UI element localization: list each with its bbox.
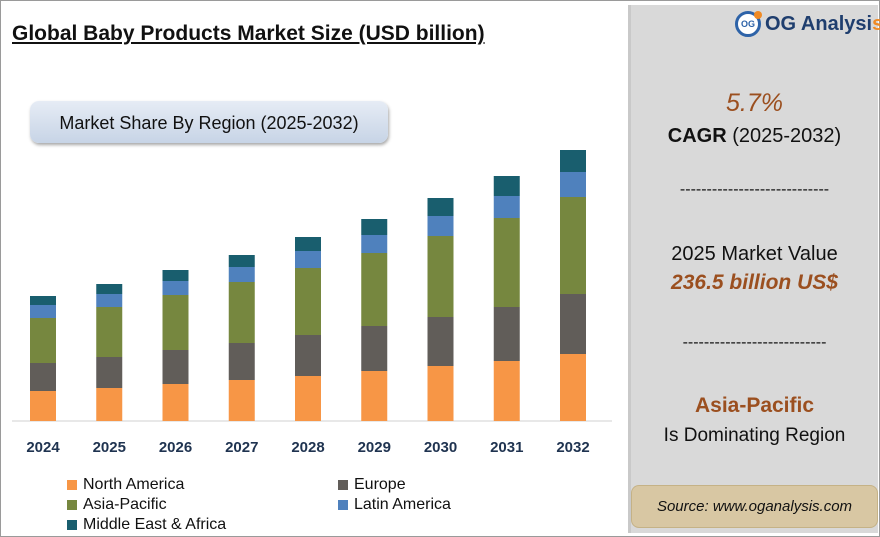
x-tick-label-2028: 2028 xyxy=(291,439,324,456)
bar-latin-america-2028 xyxy=(295,251,321,268)
legend-swatch-asia-pacific xyxy=(67,500,77,510)
legend-label-europe: Europe xyxy=(354,476,406,493)
bar-north-america-2027 xyxy=(228,380,255,421)
legend-swatch-latin-america xyxy=(338,500,348,510)
x-tick-label-2024: 2024 xyxy=(26,439,60,456)
bar-north-america-2025 xyxy=(96,388,123,421)
bar-north-america-2030 xyxy=(427,366,454,421)
x-tick-label-2026: 2026 xyxy=(159,439,192,456)
og-logo-icon: OG xyxy=(735,11,762,37)
x-tick-label-2029: 2029 xyxy=(358,439,391,456)
legend-item-middle-east-africa: Middle East & Africa xyxy=(67,516,226,534)
bar-europe-2024 xyxy=(30,363,56,391)
legend-item-asia-pacific: Asia-Pacific xyxy=(67,496,167,514)
x-tick-label-2025: 2025 xyxy=(93,439,126,456)
logo-mark: OG xyxy=(740,19,755,29)
bar-middle-east-africa-2029 xyxy=(361,219,388,235)
bar-north-america-2024 xyxy=(30,391,56,421)
bar-asia-pacific-2026 xyxy=(162,295,189,350)
bar-north-america-2031 xyxy=(493,361,520,421)
bar-latin-america-2031 xyxy=(493,196,520,218)
logo-text: OG Analysis xyxy=(765,13,880,36)
divider-1: ---------------------------- xyxy=(679,181,830,198)
cagr-period: (2025-2032) xyxy=(732,125,842,147)
market-value-label: 2025 Market Value xyxy=(671,243,838,265)
market-value: 236.5 billion US$ xyxy=(671,271,838,294)
bar-north-america-2032 xyxy=(560,354,586,421)
logo-dot-icon xyxy=(754,11,762,19)
bar-middle-east-africa-2024 xyxy=(30,296,56,305)
legend-swatch-middle-east-africa xyxy=(67,520,77,530)
legend-label-middle-east-africa: Middle East & Africa xyxy=(83,516,227,533)
divider-2: --------------------------- xyxy=(682,334,827,351)
summary-panel: OG OG Analysis 5.7% CAGR (2025-2032) ---… xyxy=(628,5,880,533)
logo-name-accent: s xyxy=(872,12,880,35)
bar-asia-pacific-2032 xyxy=(560,197,586,294)
chart-title: Global Baby Products Market Size (USD bi… xyxy=(12,22,485,45)
bar-asia-pacific-2031 xyxy=(493,218,520,307)
legend-item-north-america: North America xyxy=(67,476,184,494)
x-tick-label-2032: 2032 xyxy=(556,439,589,456)
bar-europe-2031 xyxy=(493,307,520,361)
bar-latin-america-2027 xyxy=(228,267,255,282)
bar-middle-east-africa-2030 xyxy=(427,198,454,216)
legend-label-asia-pacific: Asia-Pacific xyxy=(83,496,167,513)
bar-latin-america-2026 xyxy=(162,281,189,295)
bar-asia-pacific-2024 xyxy=(30,318,56,363)
bar-latin-america-2032 xyxy=(560,172,586,197)
legend-label-latin-america: Latin America xyxy=(354,496,451,513)
legend-item-europe: Europe xyxy=(338,476,406,494)
bar-europe-2032 xyxy=(560,294,586,354)
stacked-bar-chart: 2024 2025 2026 2027 2028 2029 2030 2031 2032 xyxy=(12,150,612,456)
bar-europe-2029 xyxy=(361,326,388,371)
bar-middle-east-africa-2025 xyxy=(96,284,123,294)
bar-europe-2027 xyxy=(228,343,255,380)
x-tick-label-2031: 2031 xyxy=(490,439,523,456)
bar-latin-america-2025 xyxy=(96,294,123,307)
bar-europe-2030 xyxy=(427,317,454,366)
logo-name-main: OG Analysi xyxy=(765,12,873,35)
dominating-region-label: Is Dominating Region xyxy=(663,425,846,446)
legend-swatch-europe xyxy=(338,480,348,490)
bar-europe-2025 xyxy=(96,357,123,388)
og-analysis-logo: OG OG Analysis xyxy=(735,11,880,37)
bar-middle-east-africa-2027 xyxy=(228,255,255,267)
bar-north-america-2028 xyxy=(295,376,321,421)
bar-asia-pacific-2030 xyxy=(427,236,454,317)
x-tick-label-2030: 2030 xyxy=(424,439,457,456)
bar-latin-america-2029 xyxy=(361,235,388,253)
cagr-label: CAGR xyxy=(667,125,727,147)
cagr-value: 5.7% xyxy=(726,89,783,117)
subtitle-box: Market Share By Region (2025-2032) xyxy=(30,101,388,143)
bar-asia-pacific-2028 xyxy=(295,268,321,335)
bar-middle-east-africa-2032 xyxy=(560,150,586,172)
bar-asia-pacific-2025 xyxy=(96,307,123,357)
chart-subtitle: Market Share By Region (2025-2032) xyxy=(59,113,359,133)
bar-latin-america-2030 xyxy=(427,216,454,236)
bar-europe-2026 xyxy=(162,350,189,384)
bar-middle-east-africa-2028 xyxy=(295,237,321,251)
legend-item-latin-america: Latin America xyxy=(338,496,451,514)
bar-north-america-2026 xyxy=(162,384,189,421)
bar-latin-america-2024 xyxy=(30,305,56,318)
source-box: Source: www.oganalysis.com xyxy=(631,485,878,528)
legend-swatch-north-america xyxy=(67,480,77,490)
dominating-region: Asia-Pacific xyxy=(694,394,815,417)
bar-middle-east-africa-2031 xyxy=(493,176,520,196)
bar-europe-2028 xyxy=(295,335,321,376)
legend-label-north-america: North America xyxy=(83,476,185,493)
x-tick-label-2027: 2027 xyxy=(225,439,258,456)
bar-asia-pacific-2027 xyxy=(228,282,255,343)
bar-north-america-2029 xyxy=(361,371,388,421)
source-text: Source: www.oganalysis.com xyxy=(656,498,853,515)
bar-middle-east-africa-2026 xyxy=(162,270,189,281)
bar-asia-pacific-2029 xyxy=(361,253,388,326)
cagr-label-line: CAGR (2025-2032) xyxy=(631,125,878,148)
